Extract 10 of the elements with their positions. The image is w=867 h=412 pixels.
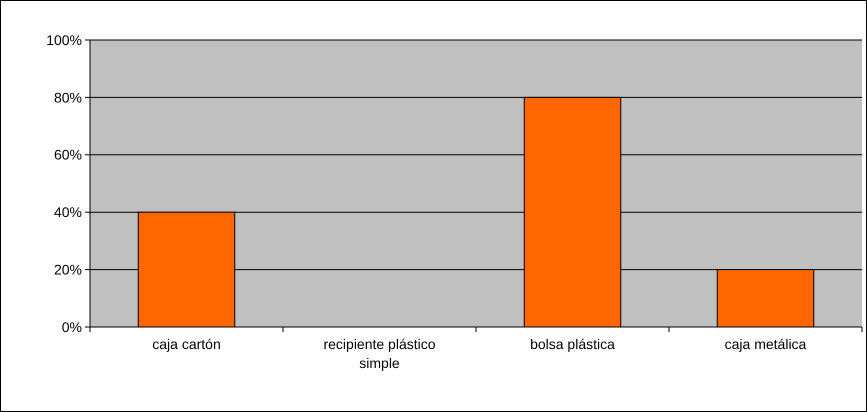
x-tick-label: caja metálica [724, 336, 807, 352]
y-tick-label: 100% [46, 32, 82, 48]
y-tick-label: 40% [54, 204, 82, 220]
y-tick-label: 60% [54, 146, 82, 163]
x-tick-label: bolsa plástica [530, 336, 616, 352]
x-tick-label: recipiente plástico simple [323, 336, 436, 371]
y-tick-label: 0% [62, 318, 82, 335]
y-tick-label: 20% [54, 262, 82, 278]
y-tick-label: 80% [54, 89, 82, 106]
x-tick-label: caja cartón [152, 336, 221, 352]
